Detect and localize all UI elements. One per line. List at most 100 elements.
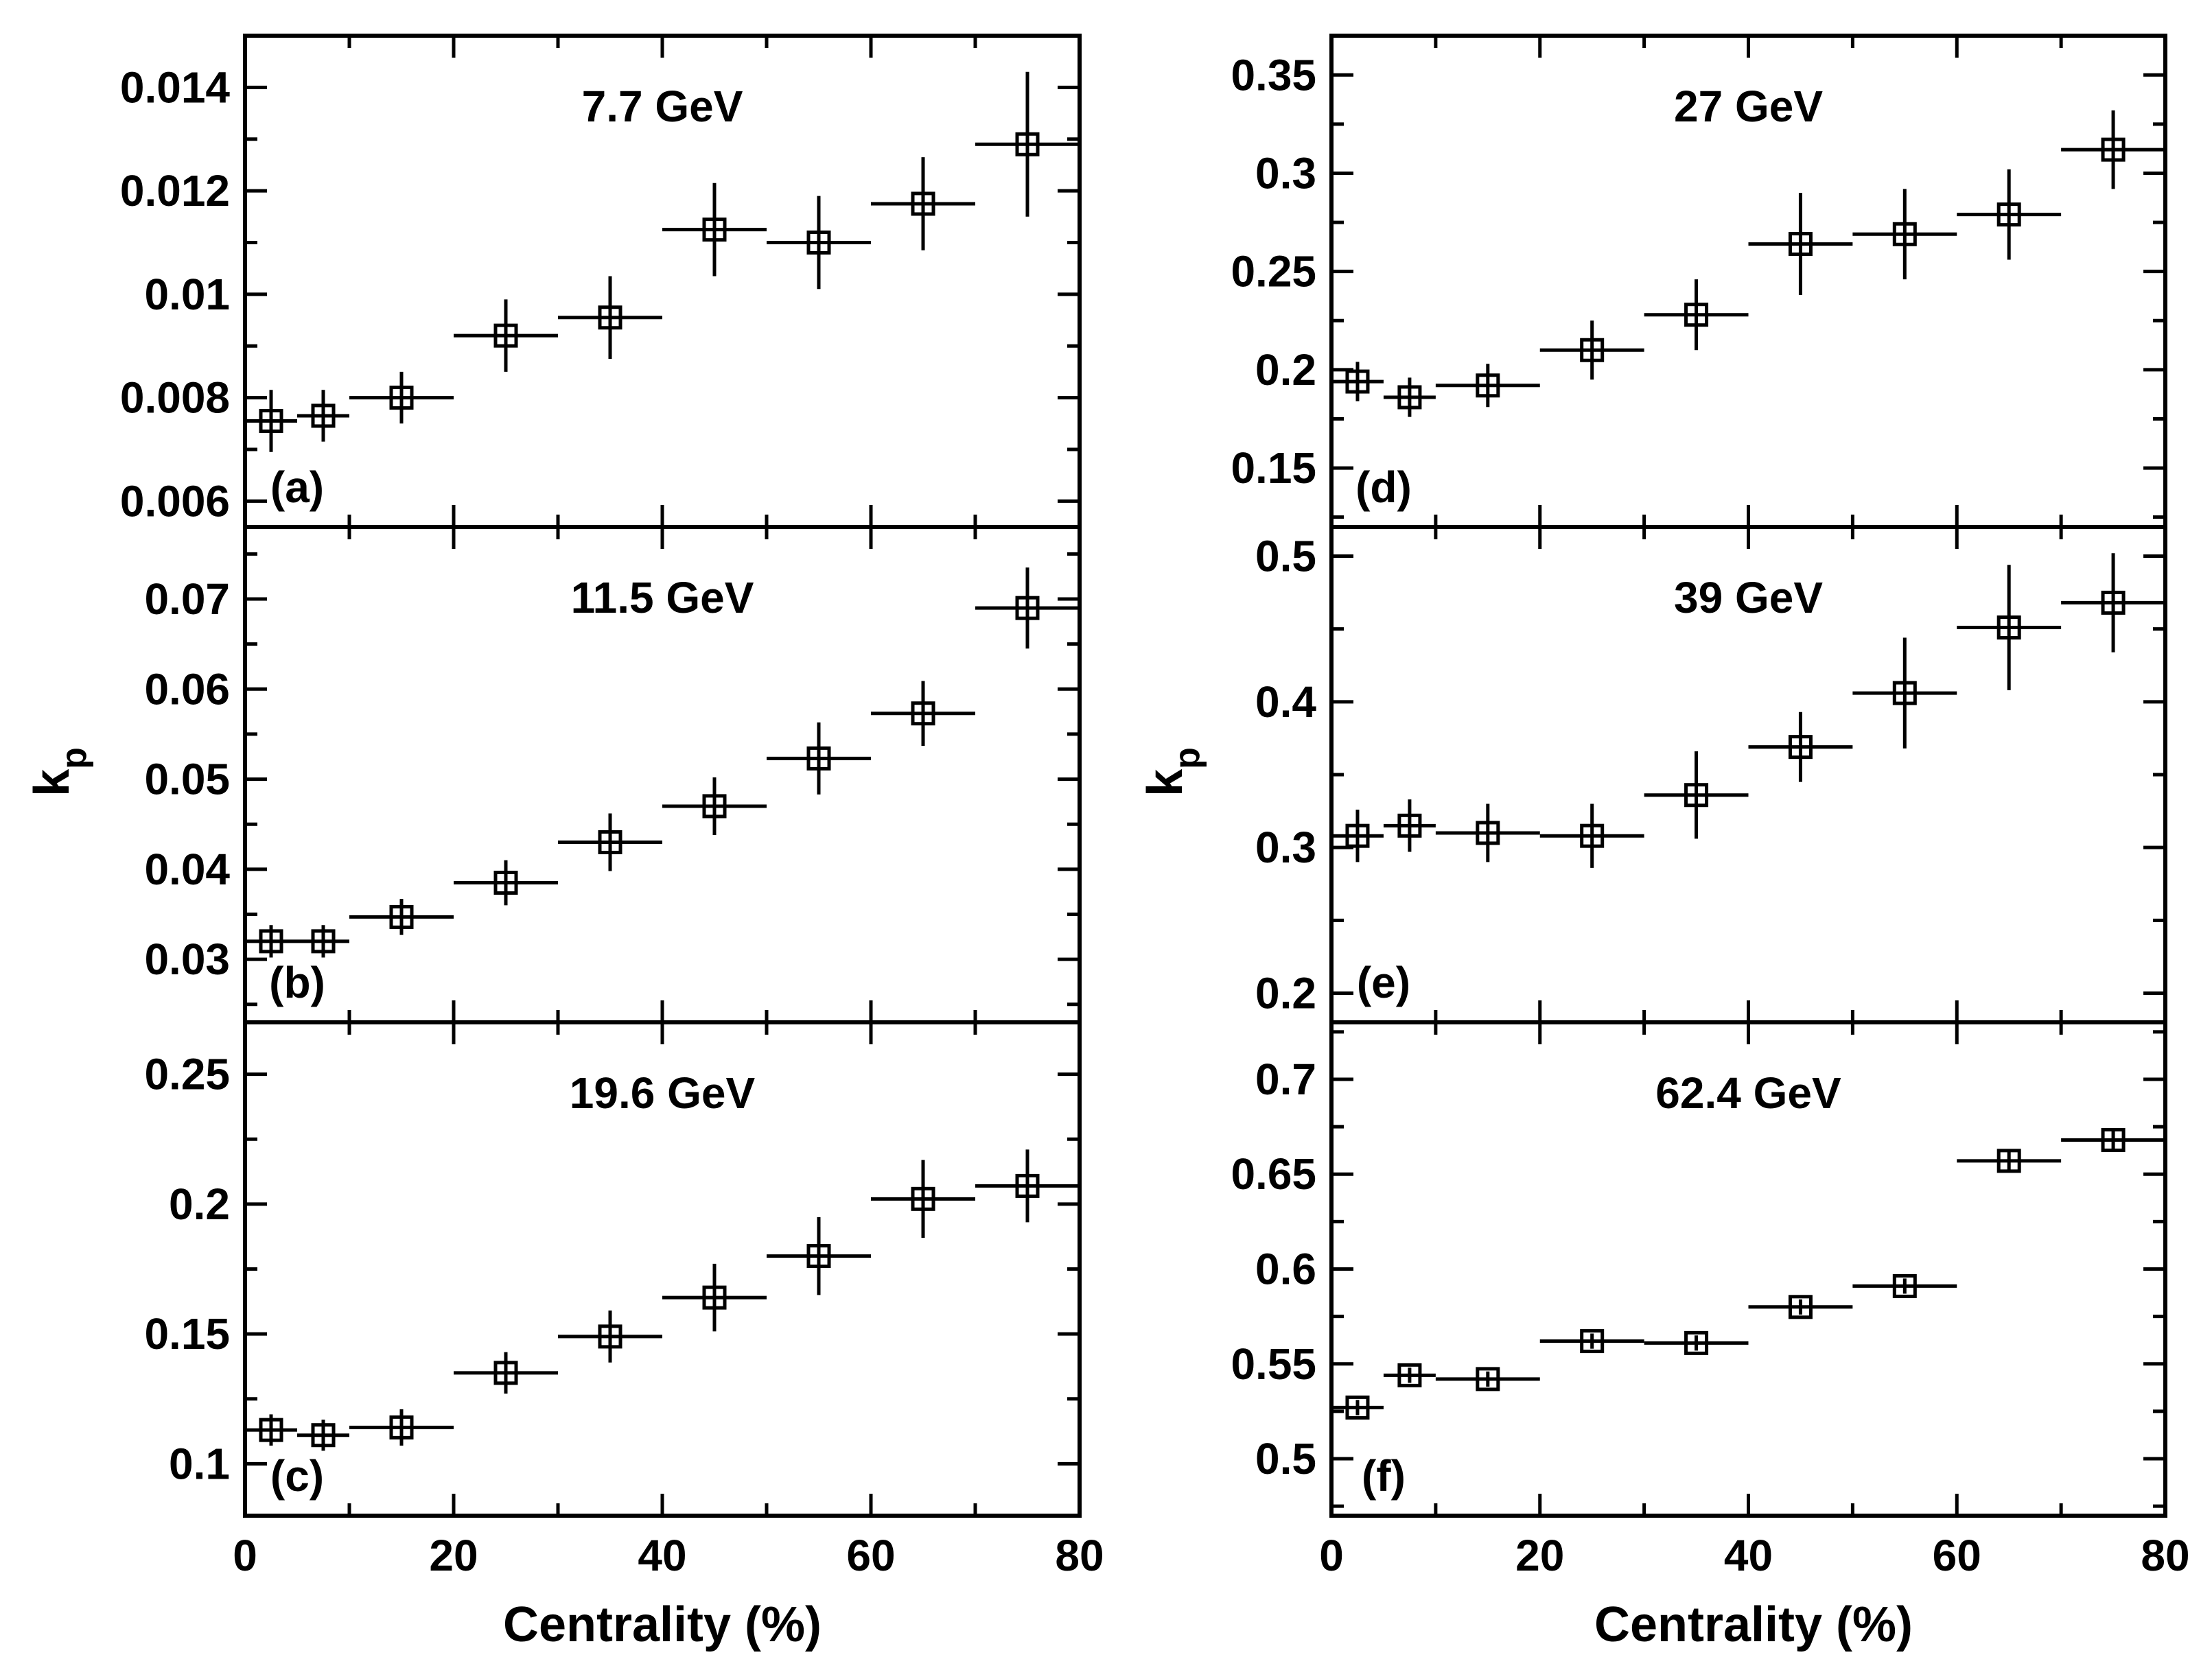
energy-label: 7.7 GeV — [582, 82, 743, 131]
data-point — [558, 1311, 662, 1363]
square-marker — [1788, 232, 1813, 257]
x-tick-label: 80 — [1055, 1531, 1104, 1580]
square-marker — [1345, 1395, 1370, 1420]
data-point — [2061, 553, 2165, 653]
square-marker — [493, 871, 518, 895]
data-point — [975, 567, 1080, 649]
square-marker — [389, 386, 414, 410]
x-tick-label: 0 — [233, 1531, 257, 1580]
y-tick-label: 0.5 — [1255, 1434, 1316, 1483]
panel-label: (c) — [270, 1451, 324, 1501]
energy-label: 62.4 GeV — [1655, 1068, 1841, 1118]
data-point — [1957, 169, 2062, 260]
y-tick-label: 0.03 — [144, 935, 230, 984]
square-marker — [598, 305, 622, 330]
square-marker — [1580, 823, 1605, 848]
square-marker — [1892, 681, 1917, 705]
square-marker — [1015, 132, 1040, 156]
square-marker — [259, 408, 283, 433]
data-point — [1644, 1330, 1749, 1355]
data-point — [1435, 364, 1540, 408]
square-marker — [1996, 615, 2021, 640]
data-point — [767, 196, 871, 290]
y-axis-label-main: k — [1138, 768, 1193, 797]
data-point — [2061, 110, 2165, 189]
x-tick-label: 60 — [846, 1531, 895, 1580]
square-marker — [702, 1285, 727, 1310]
data-point — [558, 276, 662, 360]
square-marker — [2101, 590, 2126, 615]
panel-label: (d) — [1355, 462, 1412, 512]
panel-c: 0.1 0.15 0.2 0.25 0 20 40 60 80 19.6 GeV (c) — [144, 1020, 1104, 1580]
square-marker — [1684, 303, 1709, 327]
data-point — [245, 1414, 297, 1446]
data-point — [1644, 279, 1749, 351]
data-point — [871, 681, 975, 746]
data-point — [245, 390, 297, 452]
square-marker — [1996, 202, 2021, 227]
y-tick-label: 0.4 — [1255, 677, 1316, 727]
data-point — [2061, 1127, 2165, 1152]
data-point — [454, 860, 558, 906]
square-marker — [389, 904, 414, 929]
square-marker — [1996, 1149, 2021, 1173]
square-marker — [911, 1186, 935, 1211]
square-marker — [1788, 735, 1813, 760]
square-marker — [493, 323, 518, 348]
data-point — [662, 777, 767, 835]
y-tick-label: 0.014 — [120, 62, 231, 112]
square-marker — [1345, 823, 1370, 848]
data-point — [454, 1352, 558, 1394]
data-point — [1957, 1149, 2062, 1173]
data-point — [349, 371, 454, 424]
y-axis-label-main: k — [25, 768, 80, 797]
y-tick-label: 0.5 — [1255, 531, 1316, 580]
y-tick-label: 0.1 — [169, 1439, 230, 1488]
y-tick-label: 0.012 — [120, 166, 230, 215]
square-marker — [911, 191, 935, 216]
data-point — [1331, 809, 1384, 862]
y-tick-label: 0.25 — [144, 1050, 230, 1099]
data-point — [1748, 712, 1853, 782]
square-marker — [1892, 1273, 1917, 1298]
square-marker — [1476, 373, 1500, 398]
data-point — [349, 1409, 454, 1446]
panel-label: (e) — [1357, 958, 1410, 1007]
panel-label: (b) — [269, 958, 325, 1007]
data-point — [662, 183, 767, 277]
square-marker — [311, 1423, 336, 1448]
y-tick-label: 0.006 — [120, 476, 230, 526]
data-point — [349, 899, 454, 935]
data-point — [297, 1419, 349, 1451]
y-tick-label: 0.35 — [1231, 50, 1316, 99]
square-marker — [1580, 338, 1605, 362]
y-tick-label: 0.05 — [144, 755, 230, 804]
y-tick-label: 0.15 — [144, 1309, 230, 1359]
x-tick-label: 0 — [1319, 1531, 1344, 1580]
x-axis-label-right: Centrality (%) — [1594, 1597, 1913, 1652]
square-marker — [1788, 1295, 1813, 1319]
panel-e: 0.2 0.3 0.4 0.5 39 GeV (e) — [1255, 525, 2167, 1024]
y-axis-label-left-top: kp — [25, 747, 94, 797]
square-marker — [1397, 1363, 1422, 1387]
y-tick-label: 0.6 — [1255, 1245, 1316, 1294]
square-marker — [1684, 1330, 1709, 1355]
x-axis-label-left: Centrality (%) — [503, 1597, 822, 1652]
energy-label: 39 GeV — [1674, 573, 1823, 622]
data-point — [871, 1160, 975, 1238]
y-tick-label: 0.55 — [1231, 1339, 1316, 1389]
square-marker — [1015, 596, 1040, 620]
data-point — [1852, 637, 1957, 749]
square-marker — [311, 929, 336, 954]
square-marker — [1345, 369, 1370, 394]
square-marker — [1476, 1367, 1500, 1391]
square-marker — [389, 1415, 414, 1440]
x-tick-label: 40 — [638, 1531, 686, 1580]
x-tick-label: 40 — [1724, 1531, 1773, 1580]
energy-label: 11.5 GeV — [571, 573, 754, 622]
square-marker — [806, 746, 831, 771]
data-point — [1331, 362, 1384, 401]
square-marker — [598, 1324, 622, 1349]
square-marker — [1476, 821, 1500, 845]
